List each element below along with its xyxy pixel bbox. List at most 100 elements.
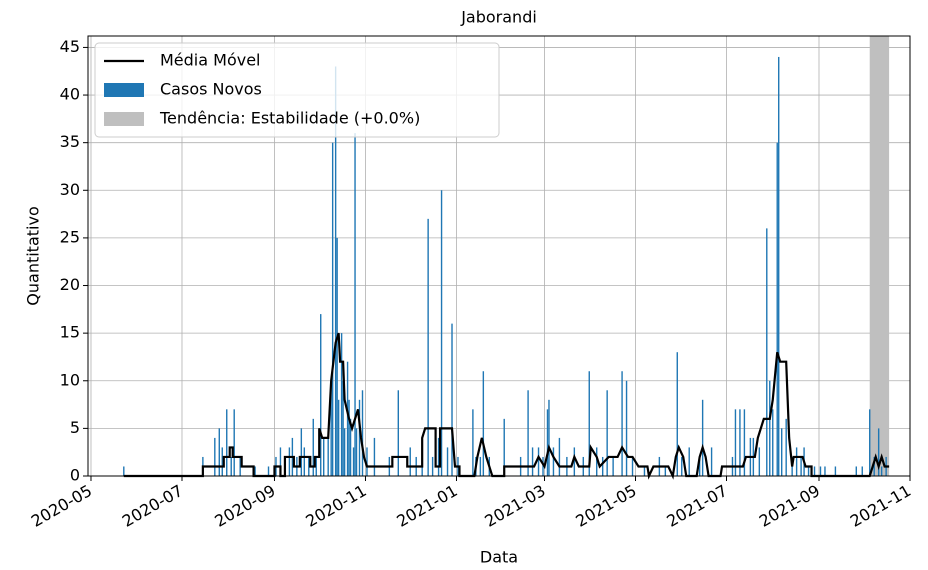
bar: [361, 390, 364, 476]
bar: [548, 399, 550, 476]
x-axis-label: Data: [480, 548, 518, 567]
bar: [323, 437, 325, 476]
bar: [373, 437, 376, 476]
bar: [813, 466, 816, 476]
bar: [342, 380, 344, 476]
legend-label: Casos Novos: [160, 80, 262, 99]
bar: [327, 428, 329, 476]
x-tick-label: 2020-09: [211, 481, 278, 531]
legend-label: Tendência: Estabilidade (+0.0%): [159, 109, 420, 128]
bar: [546, 409, 549, 476]
bar: [226, 409, 228, 476]
bar: [573, 447, 576, 476]
bar: [346, 361, 349, 476]
bar: [758, 447, 761, 476]
x-tick-label: 2021-01: [393, 481, 460, 531]
bar: [312, 418, 314, 476]
bar: [334, 66, 337, 476]
bar: [621, 371, 623, 476]
moving-average-line: [123, 332, 890, 480]
bar: [531, 447, 534, 476]
bar: [880, 466, 883, 476]
bar: [300, 428, 303, 476]
y-tick-label: 20: [60, 275, 80, 294]
bar: [877, 428, 880, 476]
bar: [288, 447, 291, 476]
x-tick-label: 2021-07: [663, 481, 730, 531]
bar: [366, 447, 368, 476]
bar: [239, 456, 241, 476]
legend: Média Móvel Casos Novos Tendência: Estabil…: [94, 42, 500, 138]
bar: [873, 456, 875, 476]
bar: [766, 228, 768, 476]
bar: [688, 447, 690, 476]
x-tick-label: 2021-09: [756, 481, 823, 531]
bar: [440, 190, 443, 477]
bar: [734, 409, 737, 476]
bar: [769, 380, 771, 476]
bar: [601, 456, 604, 476]
bar: [869, 409, 871, 476]
bar: [437, 437, 440, 476]
bar: [303, 447, 306, 476]
bar: [795, 447, 798, 476]
bar: [336, 237, 338, 476]
bar: [855, 466, 857, 476]
y-tick-label: 0: [70, 466, 80, 485]
bar: [214, 437, 216, 476]
legend-span-swatch: [104, 112, 144, 126]
x-tick-label: 2020-05: [28, 481, 95, 531]
bar: [542, 456, 544, 476]
bar: [698, 456, 701, 476]
bar: [606, 390, 608, 476]
legend-label: Média Móvel: [160, 51, 261, 70]
bar: [527, 390, 529, 476]
x-tick-label: 2021-03: [481, 481, 548, 531]
bar: [123, 466, 125, 476]
bar: [776, 142, 778, 476]
bar: [427, 218, 429, 476]
bar: [343, 428, 346, 476]
bar: [472, 409, 474, 476]
bar: [612, 456, 614, 476]
bar: [503, 418, 505, 476]
bar: [267, 466, 270, 476]
trend-span: [869, 36, 890, 476]
x-tick-label: 2021-05: [572, 481, 639, 531]
bar: [340, 333, 343, 476]
bar: [834, 466, 837, 476]
bar: [331, 142, 334, 476]
bar: [308, 456, 310, 476]
y-tick-label: 25: [60, 227, 80, 246]
bar: [631, 456, 634, 476]
legend-bar-swatch: [104, 83, 144, 97]
bar: [352, 447, 355, 476]
bar: [772, 409, 774, 476]
bar: [710, 447, 713, 476]
bar: [279, 447, 282, 476]
bar: [482, 371, 485, 476]
bar: [701, 399, 704, 476]
y-tick-label: 5: [70, 418, 80, 437]
bar: [558, 437, 561, 476]
bar: [778, 56, 780, 476]
bar: [254, 466, 256, 476]
bar: [337, 399, 340, 476]
bar: [451, 323, 453, 476]
plot-frame: [87, 35, 911, 477]
y-tick-label: 15: [60, 323, 80, 342]
bar: [330, 380, 332, 476]
bar: [355, 428, 358, 476]
bar: [431, 456, 434, 476]
legend-box: [94, 42, 500, 138]
bar: [218, 428, 220, 476]
bar: [552, 447, 555, 476]
x-tick-label: 2021-11: [847, 481, 914, 531]
x-tick-label: 2020-07: [119, 481, 186, 531]
bar: [743, 409, 746, 476]
bar: [479, 456, 482, 476]
y-tick-label: 30: [60, 180, 80, 199]
y-axis-label: Quantitativo: [24, 206, 43, 305]
bar: [397, 390, 400, 476]
